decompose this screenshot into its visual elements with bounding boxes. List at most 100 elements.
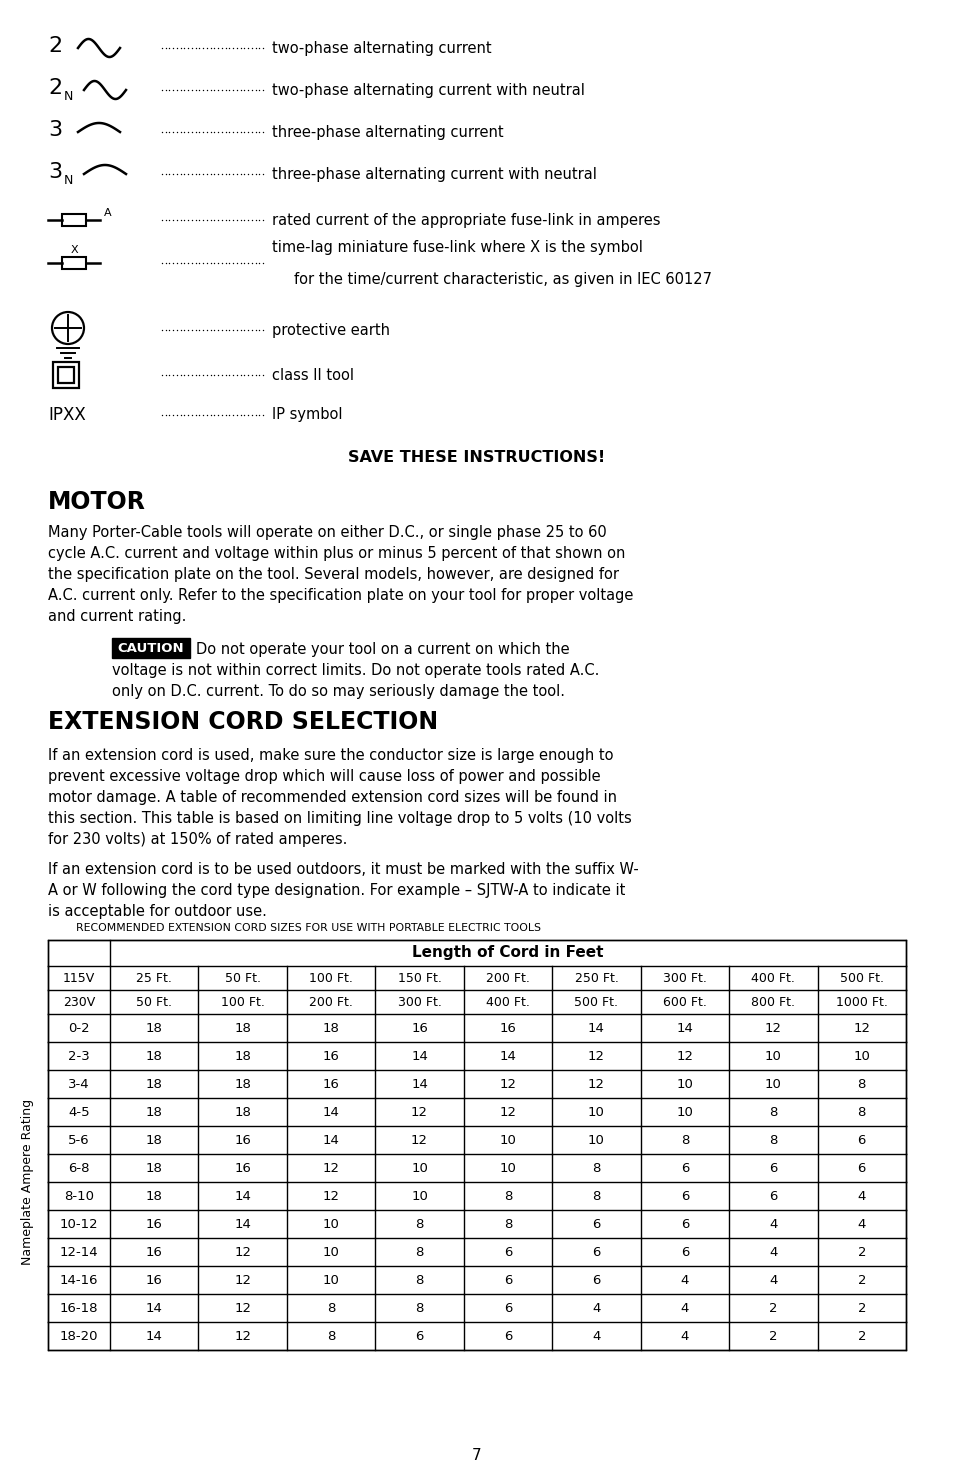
Text: 0-2: 0-2 [68, 1022, 90, 1034]
Text: 10: 10 [676, 1078, 693, 1090]
Text: 16: 16 [234, 1133, 251, 1146]
Text: 18: 18 [146, 1022, 163, 1034]
Bar [58, 367, 74, 384]
Text: 14: 14 [146, 1301, 163, 1314]
Text: 2: 2 [857, 1273, 865, 1286]
Bar [48, 940, 905, 1350]
Text: is acceptable for outdoor use.: is acceptable for outdoor use. [48, 904, 267, 919]
Text: 8: 8 [327, 1301, 335, 1314]
Text: N: N [64, 90, 73, 102]
Text: 14: 14 [499, 1050, 516, 1062]
Text: 150 Ft.: 150 Ft. [397, 972, 441, 984]
Text: 12: 12 [322, 1189, 339, 1202]
Text: 8: 8 [592, 1161, 600, 1174]
Text: 10: 10 [411, 1189, 428, 1202]
Text: 2: 2 [48, 78, 62, 97]
Text: 300 Ft.: 300 Ft. [397, 996, 441, 1009]
Bar [62, 257, 86, 268]
Text: 10: 10 [587, 1105, 604, 1118]
Text: 12: 12 [676, 1050, 693, 1062]
Text: N: N [64, 174, 73, 186]
Text: 12: 12 [411, 1105, 428, 1118]
Text: 2: 2 [857, 1245, 865, 1258]
Text: and current rating.: and current rating. [48, 609, 186, 624]
Text: 25 Ft.: 25 Ft. [136, 972, 172, 984]
Text: 12: 12 [411, 1133, 428, 1146]
Text: 4: 4 [680, 1329, 688, 1342]
Text: 6: 6 [857, 1161, 865, 1174]
Text: 200 Ft.: 200 Ft. [309, 996, 353, 1009]
Text: 8: 8 [768, 1105, 777, 1118]
Text: 10: 10 [587, 1133, 604, 1146]
Text: 4-5: 4-5 [68, 1105, 90, 1118]
Text: three-phase alternating current: three-phase alternating current [272, 124, 503, 140]
Text: for the time/current characteristic, as given in IEC 60127: for the time/current characteristic, as … [294, 271, 711, 288]
Text: 12: 12 [499, 1078, 516, 1090]
Text: 8: 8 [503, 1217, 512, 1230]
Text: 100 Ft.: 100 Ft. [309, 972, 353, 984]
Text: two-phase alternating current with neutral: two-phase alternating current with neutr… [272, 83, 584, 97]
Text: 6-8: 6-8 [69, 1161, 90, 1174]
Text: 18-20: 18-20 [60, 1329, 98, 1342]
Text: this section. This table is based on limiting line voltage drop to 5 volts (10 v: this section. This table is based on lim… [48, 811, 631, 826]
Text: IP symbol: IP symbol [272, 407, 342, 422]
Text: 10: 10 [852, 1050, 869, 1062]
Text: voltage is not within correct limits. Do not operate tools rated A.C.: voltage is not within correct limits. Do… [112, 662, 598, 678]
Text: 12: 12 [322, 1161, 339, 1174]
Text: 16-18: 16-18 [60, 1301, 98, 1314]
Text: 8: 8 [503, 1189, 512, 1202]
Text: 16: 16 [411, 1022, 428, 1034]
Text: 4: 4 [592, 1329, 600, 1342]
Text: motor damage. A table of recommended extension cord sizes will be found in: motor damage. A table of recommended ext… [48, 791, 617, 805]
Text: 800 Ft.: 800 Ft. [751, 996, 795, 1009]
Text: only on D.C. current. To do so may seriously damage the tool.: only on D.C. current. To do so may serio… [112, 684, 564, 699]
Text: 12: 12 [587, 1050, 604, 1062]
Text: 10-12: 10-12 [60, 1217, 98, 1230]
Text: 8: 8 [415, 1217, 423, 1230]
Text: 6: 6 [680, 1161, 688, 1174]
Text: 16: 16 [322, 1078, 339, 1090]
Text: 14: 14 [676, 1022, 693, 1034]
Text: X: X [71, 245, 78, 255]
Text: class II tool: class II tool [272, 367, 354, 382]
Text: the specification plate on the tool. Several models, however, are designed for: the specification plate on the tool. Sev… [48, 566, 618, 583]
Text: 10: 10 [499, 1161, 516, 1174]
Text: 200 Ft.: 200 Ft. [485, 972, 529, 984]
Text: 18: 18 [234, 1105, 251, 1118]
Text: 12: 12 [233, 1301, 251, 1314]
Text: 500 Ft.: 500 Ft. [839, 972, 882, 984]
Text: 2: 2 [768, 1329, 777, 1342]
Text: 6: 6 [503, 1245, 512, 1258]
Text: 400 Ft.: 400 Ft. [751, 972, 795, 984]
Text: protective earth: protective earth [272, 323, 390, 338]
Text: 8: 8 [680, 1133, 688, 1146]
Text: 6: 6 [857, 1133, 865, 1146]
Text: 8-10: 8-10 [64, 1189, 94, 1202]
Text: Length of Cord in Feet: Length of Cord in Feet [412, 945, 603, 960]
Text: 8: 8 [415, 1301, 423, 1314]
Text: 12: 12 [499, 1105, 516, 1118]
Text: 10: 10 [676, 1105, 693, 1118]
Text: 230V: 230V [63, 996, 95, 1009]
Text: 6: 6 [592, 1245, 600, 1258]
Text: Do not operate your tool on a current on which the: Do not operate your tool on a current on… [195, 642, 569, 656]
Text: 4: 4 [768, 1245, 777, 1258]
Text: 10: 10 [322, 1273, 339, 1286]
Text: 12: 12 [587, 1078, 604, 1090]
Text: 14: 14 [146, 1329, 163, 1342]
Text: 8: 8 [415, 1273, 423, 1286]
Text: 1000 Ft.: 1000 Ft. [835, 996, 887, 1009]
Text: 14: 14 [587, 1022, 604, 1034]
Text: three-phase alternating current with neutral: three-phase alternating current with neu… [272, 167, 597, 181]
Text: 6: 6 [680, 1217, 688, 1230]
Text: 10: 10 [322, 1245, 339, 1258]
Text: 10: 10 [411, 1161, 428, 1174]
Text: 18: 18 [146, 1189, 163, 1202]
Text: 18: 18 [146, 1161, 163, 1174]
Text: 4: 4 [680, 1273, 688, 1286]
Text: 16: 16 [322, 1050, 339, 1062]
Text: 18: 18 [234, 1050, 251, 1062]
Text: Many Porter-Cable tools will operate on either D.C., or single phase 25 to 60: Many Porter-Cable tools will operate on … [48, 525, 606, 540]
Text: 400 Ft.: 400 Ft. [485, 996, 529, 1009]
Text: 6: 6 [503, 1273, 512, 1286]
